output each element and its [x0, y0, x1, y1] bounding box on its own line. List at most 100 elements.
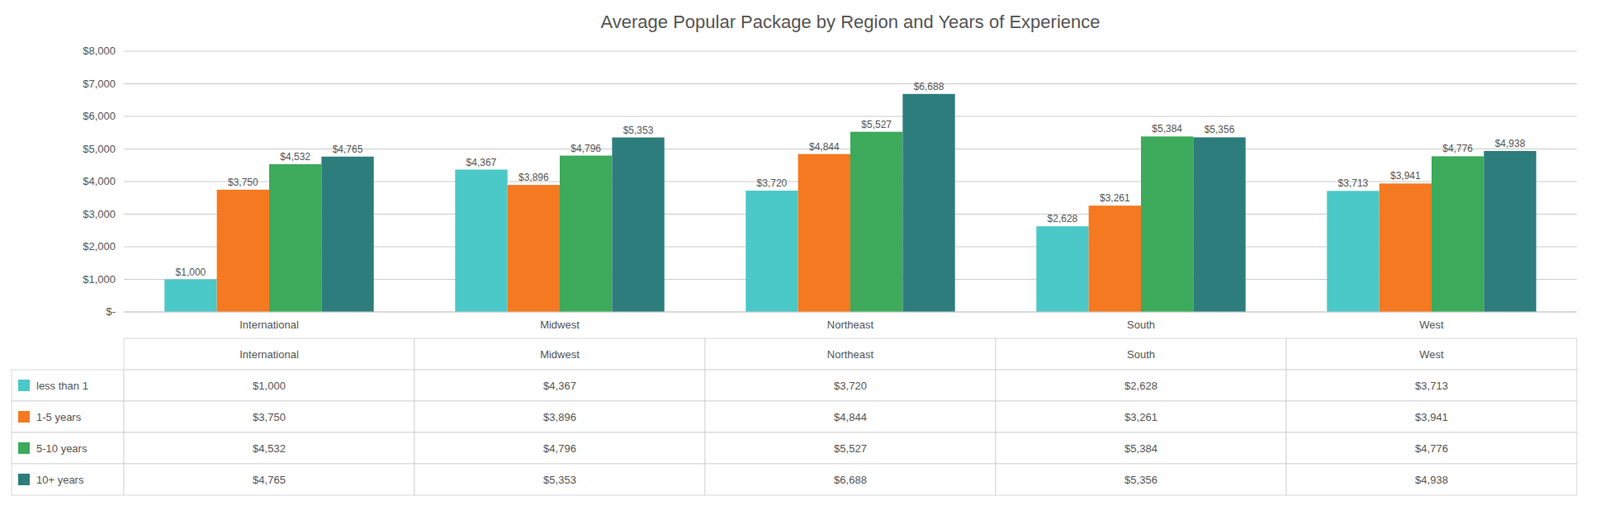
bar — [1326, 190, 1379, 313]
bar — [1140, 136, 1193, 313]
x-tick-label: West — [1419, 318, 1444, 332]
table-header: Midwest — [539, 348, 580, 361]
table-cell — [123, 401, 415, 433]
data-label: $3,713 — [1338, 177, 1369, 190]
legend-swatch — [18, 379, 30, 392]
bar — [798, 154, 851, 313]
bars — [164, 94, 1536, 313]
table-cell — [11, 432, 124, 464]
bar — [745, 190, 798, 313]
data-label: $1,000 — [175, 266, 207, 279]
table-row-label: 1-5 years — [36, 411, 82, 424]
chart-container: Average Popular Package by Region and Ye… — [0, 0, 1600, 510]
table-cell — [995, 401, 1287, 433]
table-cell — [1286, 463, 1577, 496]
chart-title: Average Popular Package by Region and Ye… — [600, 11, 1100, 33]
legend-swatch — [18, 442, 30, 455]
x-tick-label: International — [239, 318, 299, 332]
table-value: $4,844 — [833, 411, 867, 424]
table-cell — [1286, 401, 1577, 433]
table-cell — [705, 432, 996, 464]
table-cell — [414, 401, 706, 433]
data-labels: $1,000 $4,367 $3,720 $2,628 $3,713 $3,750 $3,8… — [175, 80, 1526, 279]
y-tick-label: $7,000 — [82, 77, 116, 90]
table-value: $2,628 — [1124, 379, 1158, 393]
table-header: South — [1126, 348, 1156, 361]
bar — [850, 132, 903, 313]
data-label: $4,765 — [332, 143, 364, 156]
table-value: $4,796 — [543, 442, 577, 455]
table-value: $3,720 — [833, 379, 867, 393]
bar — [1192, 137, 1245, 313]
table-value: $5,353 — [543, 473, 577, 487]
table-cell — [1286, 432, 1577, 464]
legend-swatch — [18, 473, 30, 486]
table-value: $4,776 — [1415, 442, 1449, 455]
data-label: $3,896 — [518, 171, 550, 184]
table-cell — [123, 463, 415, 496]
y-tick-label: $4,000 — [82, 175, 116, 188]
data-label: $4,532 — [279, 151, 311, 163]
bar — [611, 137, 664, 313]
y-tick-label: $- — [105, 305, 116, 318]
table-value: $3,941 — [1415, 411, 1449, 424]
grid — [123, 51, 1577, 313]
bar — [1088, 205, 1141, 313]
y-tick-label: $8,000 — [82, 44, 116, 57]
table-cell — [705, 401, 996, 433]
bar — [164, 279, 217, 313]
data-label: $3,720 — [757, 177, 788, 190]
data-label: $5,527 — [861, 118, 892, 131]
y-tick-label: $2,000 — [82, 240, 116, 253]
bar — [1431, 156, 1484, 313]
x-tick-label: Midwest — [539, 318, 580, 332]
table-cell — [414, 432, 706, 464]
data-label: $5,356 — [1204, 123, 1236, 136]
table-row-label: less than 1 — [36, 379, 89, 393]
chart-svg: Average Popular Package by Region and Ye… — [0, 0, 1600, 510]
y-tick-label: $1,000 — [82, 273, 116, 286]
data-label: $5,384 — [1151, 123, 1183, 135]
table-cell — [414, 338, 706, 370]
data-label: $3,750 — [227, 176, 259, 189]
table-value: $3,750 — [252, 411, 286, 424]
data-label: $4,938 — [1495, 137, 1526, 150]
table-cell — [414, 463, 706, 496]
table-value: $4,765 — [252, 473, 286, 487]
bar — [902, 94, 955, 313]
table-cell — [705, 463, 996, 496]
table-cell — [123, 369, 415, 402]
table-cell — [1286, 369, 1577, 402]
bar — [321, 156, 374, 313]
table-cell — [11, 401, 124, 433]
table-value: $5,356 — [1124, 473, 1158, 487]
grid-line — [123, 312, 1577, 313]
table-header: Northeast — [827, 348, 875, 361]
table-value: $6,688 — [833, 473, 867, 487]
grid-line — [123, 116, 1577, 118]
data-label: $4,367 — [466, 156, 498, 169]
table-value: $5,384 — [1124, 442, 1158, 455]
legend-swatch — [18, 411, 30, 423]
table-cell — [11, 369, 124, 402]
data-label: $3,941 — [1390, 170, 1421, 182]
data-label: $3,261 — [1099, 192, 1131, 204]
data-label: $4,844 — [809, 141, 840, 153]
bar — [269, 164, 322, 313]
data-label: $2,628 — [1047, 213, 1079, 225]
table-cell — [995, 463, 1287, 496]
bar — [507, 184, 560, 313]
table-cell — [123, 432, 415, 464]
table-value: $3,261 — [1124, 411, 1158, 424]
table-value: $4,532 — [252, 442, 286, 455]
table-value: $4,367 — [543, 379, 577, 393]
table-cell — [995, 432, 1287, 464]
data-label: $4,776 — [1442, 142, 1473, 155]
bar — [559, 156, 612, 313]
bar — [454, 170, 507, 313]
grid-line — [123, 83, 1577, 85]
bar — [1036, 226, 1089, 313]
table-cell — [414, 369, 706, 402]
table-header: International — [239, 348, 299, 361]
table-value: $3,896 — [543, 411, 577, 424]
